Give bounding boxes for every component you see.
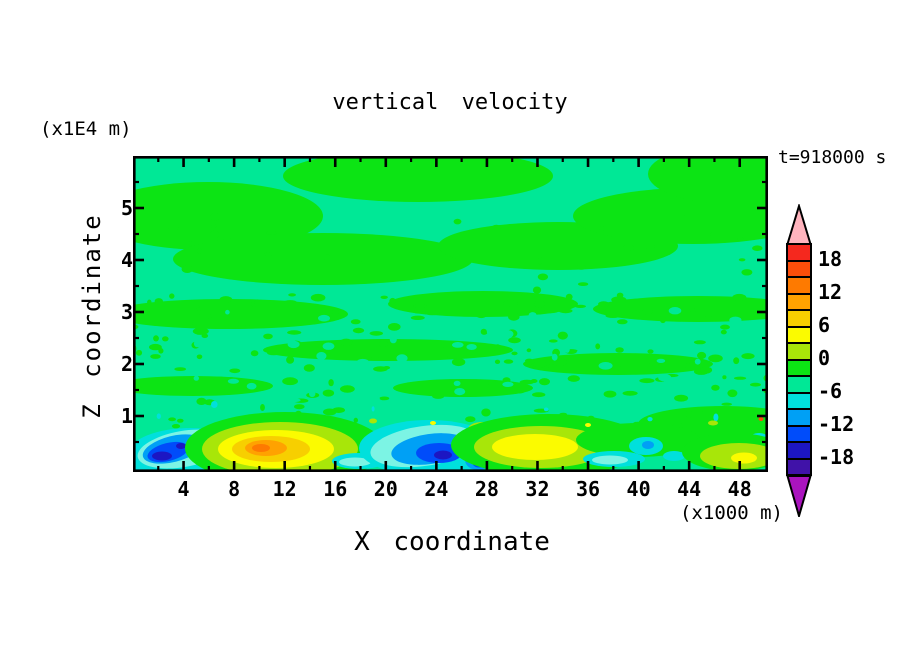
x-tick-label: 28 [474, 477, 499, 501]
colorbar-tick-label: 0 [818, 345, 831, 370]
colorbar-segment [788, 377, 810, 394]
time-annotation: t=918000 s [778, 147, 887, 168]
colorbar-segment [788, 443, 810, 460]
x-tick-label: 40 [626, 477, 651, 501]
colorbar-under-arrow [786, 475, 812, 517]
colorbar-segment [788, 261, 810, 278]
x-tick-label: 32 [525, 477, 550, 501]
x-tick-label: 36 [575, 477, 601, 501]
x-axis-tick-labels: 4 8 12 16 20 24 28 32 36 40 44 48 [133, 478, 768, 500]
colorbar-tick-label: -18 [818, 444, 855, 469]
colorbar-segment [788, 459, 810, 474]
y-axis-label: Z coordinate [78, 213, 106, 419]
x-axis-unit-label: (x1000 m) [680, 502, 783, 524]
colorbar-tick-label: -12 [818, 411, 855, 436]
speckle-texture [133, 213, 768, 468]
x-tick-label: 16 [323, 477, 348, 501]
colorbar-segment [788, 344, 810, 361]
chart-title: vertical velocity [332, 90, 568, 115]
colorbar-segment [788, 426, 810, 443]
x-tick-label: 44 [677, 477, 702, 501]
x-tick-label: 8 [228, 477, 241, 501]
contour-plot [133, 156, 768, 472]
colorbar-tick-label: 12 [818, 279, 843, 304]
colorbar-tick-label: 18 [818, 246, 843, 271]
colorbar-segment [788, 360, 810, 377]
colorbar-segment [788, 294, 810, 311]
colorbar [786, 243, 812, 476]
x-tick-label: 24 [424, 477, 449, 501]
colorbar-segment [788, 311, 810, 328]
x-tick-label: 4 [177, 477, 190, 501]
x-tick-label: 48 [727, 477, 752, 501]
contour-features [133, 412, 768, 472]
colorbar-segment [788, 245, 810, 262]
colorbar-segment [788, 278, 810, 295]
colorbar-segment [788, 393, 810, 410]
colorbar-over-arrow [786, 204, 812, 245]
y-tick-label: 4 [120, 248, 133, 272]
y-tick-label: 3 [120, 300, 133, 324]
colorbar-segment [788, 327, 810, 344]
x-tick-label: 20 [373, 477, 398, 501]
x-tick-label: 12 [272, 477, 297, 501]
x-axis-label: X coordinate [354, 527, 550, 557]
colorbar-tick-label: 6 [818, 312, 831, 337]
y-tick-label: 5 [120, 196, 133, 220]
colorbar-tick-label: -6 [818, 378, 843, 403]
y-axis-unit-label: (x1E4 m) [40, 118, 132, 140]
colorbar-segment [788, 410, 810, 427]
y-axis-tick-labels: 1 2 3 4 5 [103, 156, 133, 472]
y-tick-label: 2 [120, 352, 133, 376]
y-tick-label: 1 [120, 404, 133, 428]
plot-frame [133, 156, 768, 472]
